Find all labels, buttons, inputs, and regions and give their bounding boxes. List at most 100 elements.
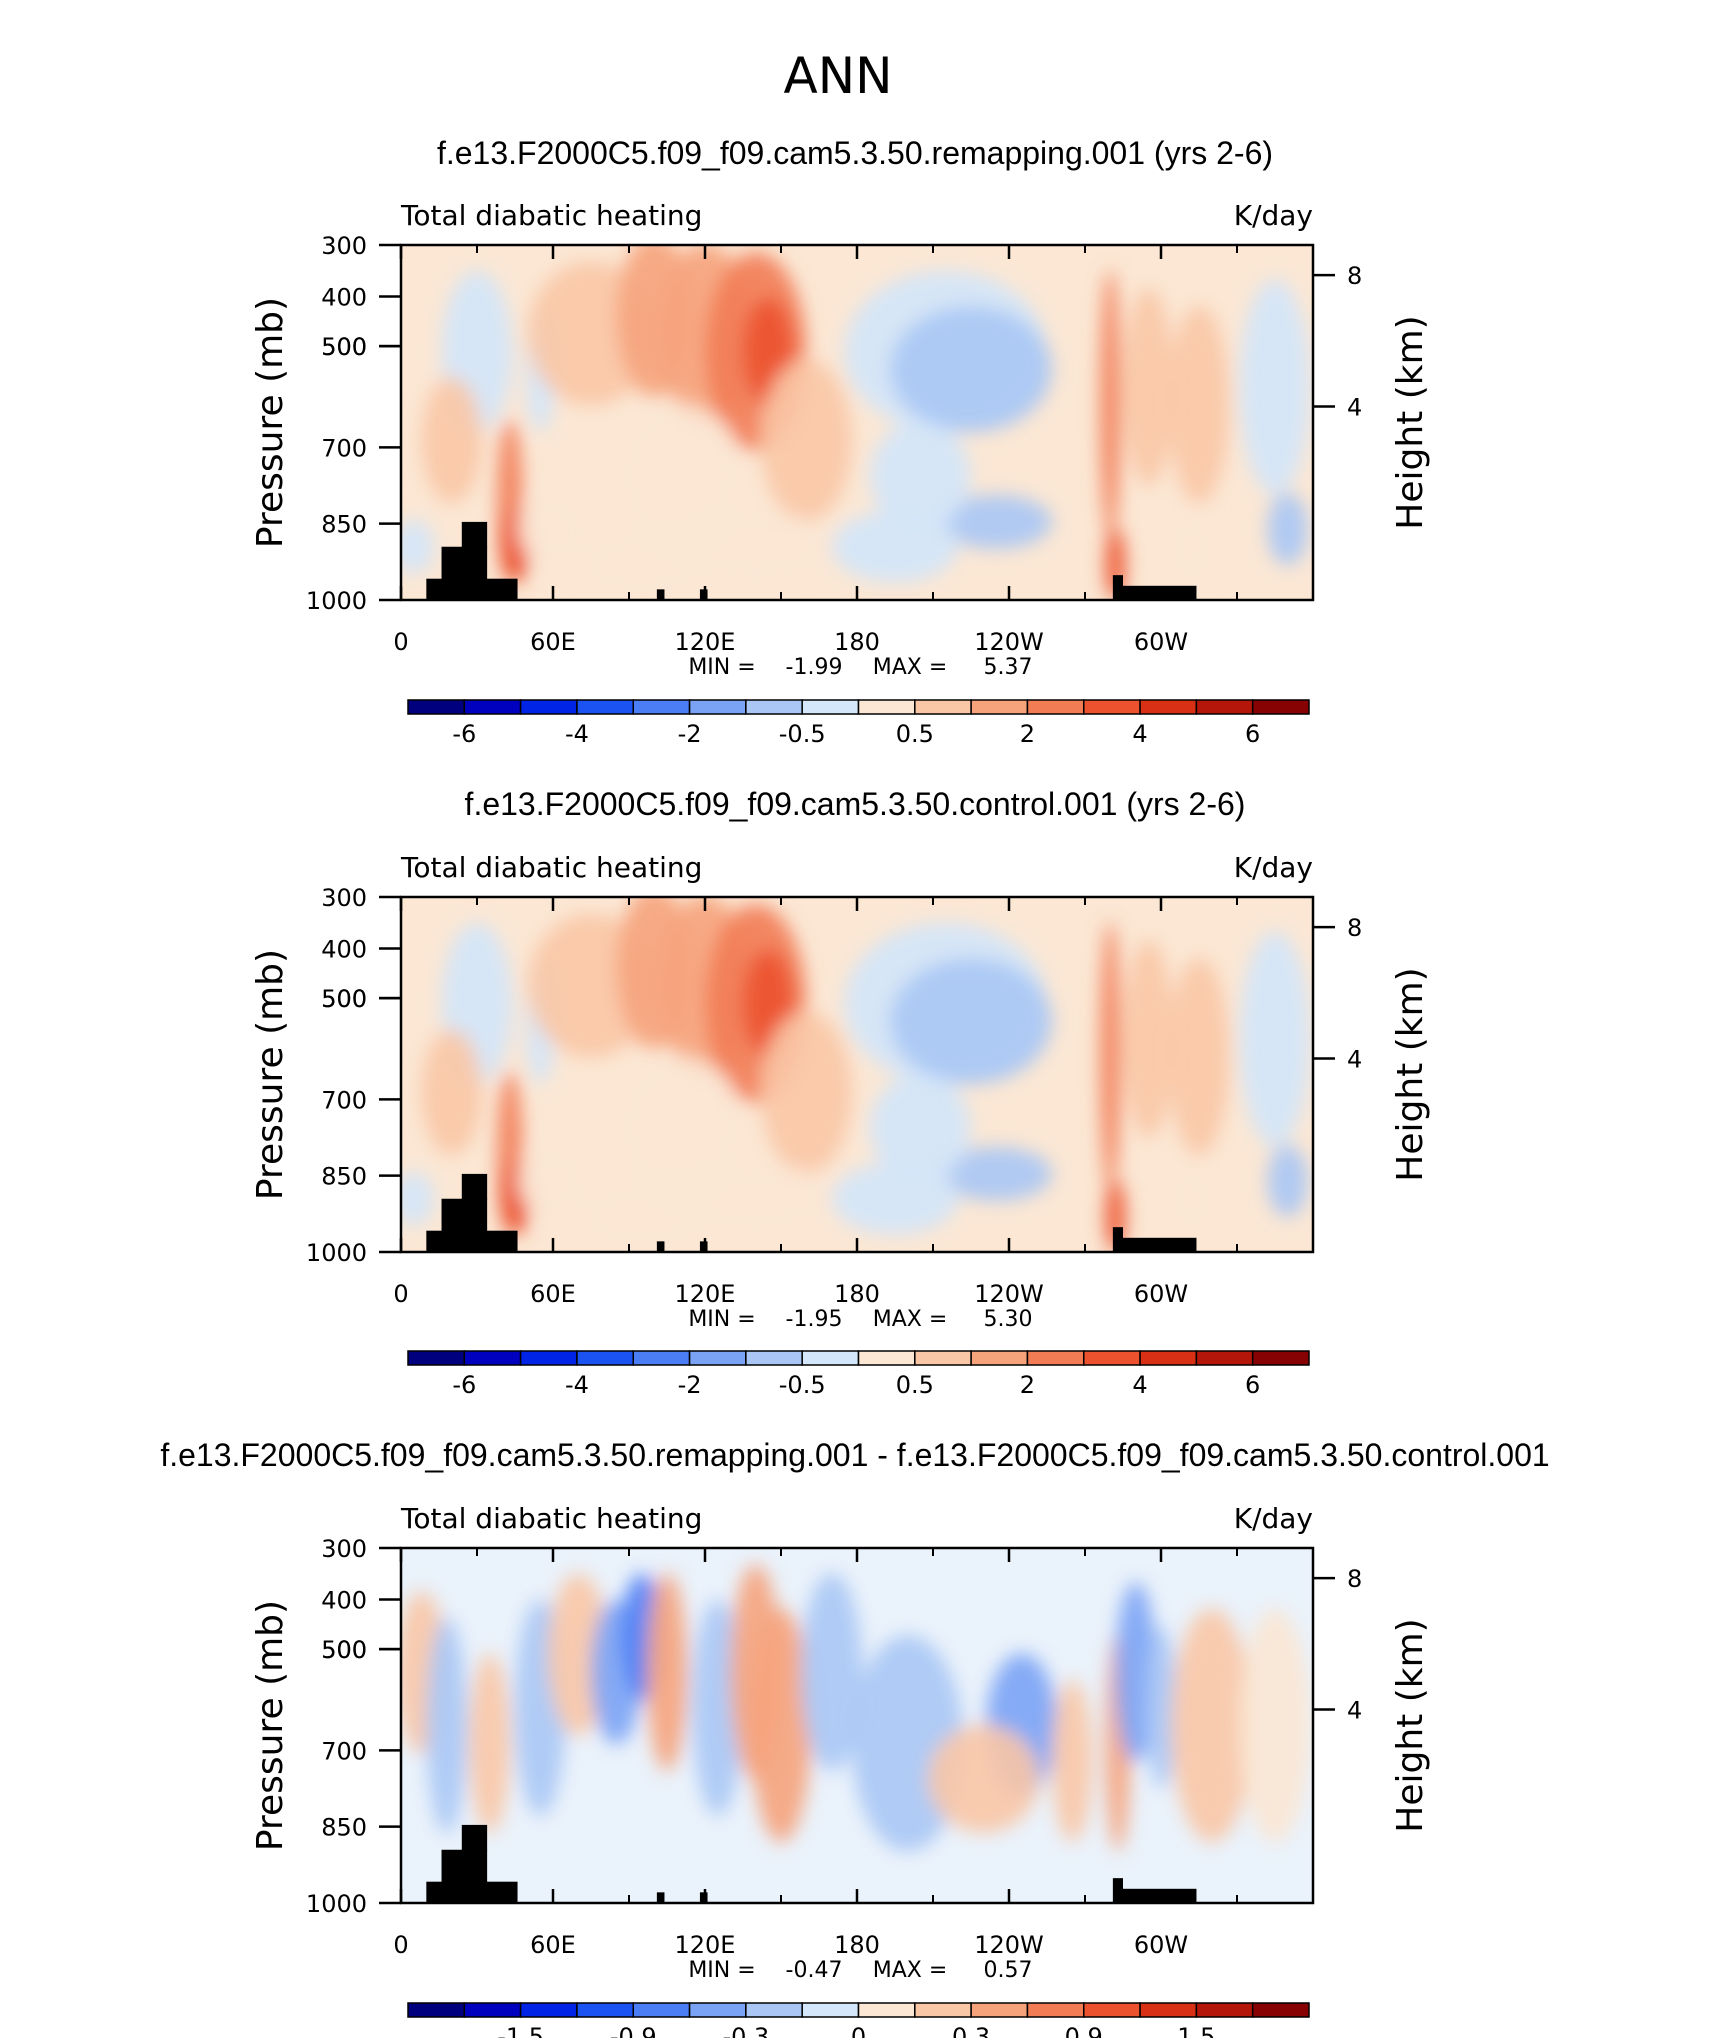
- x-tick-label: 120W: [974, 1280, 1044, 1308]
- colorbar-box: [1195, 699, 1254, 715]
- topography-mask: [426, 578, 518, 600]
- field-cell: [421, 1029, 483, 1156]
- colorbar: -6 -4 -2 -0.5 0.5 2 4 6: [407, 1350, 1310, 1399]
- x-tick-label: 120E: [675, 1280, 736, 1308]
- right-axis-title: Height (km): [1390, 967, 1431, 1181]
- field-cell: [1123, 940, 1174, 1138]
- max-value: 5.30: [984, 1307, 1033, 1332]
- colorbar-box: [463, 699, 522, 715]
- colorbar-box: [801, 2002, 860, 2018]
- topography-mask: [441, 1849, 488, 1883]
- colorbar-box: [1139, 2002, 1198, 2018]
- field-cell: [469, 1653, 510, 1834]
- field-cell: [1239, 1608, 1311, 1843]
- field-cell: [578, 528, 705, 600]
- colorbar-box: [745, 1350, 803, 1366]
- x-tick-label: 120W: [974, 1931, 1044, 1959]
- field-cell: [927, 1724, 1040, 1833]
- colorbar-label: -0.3: [722, 2023, 769, 2038]
- y-axis-title: Pressure (mb): [250, 949, 291, 1200]
- field-cell: [1239, 931, 1311, 1147]
- field-cell: [801, 1573, 863, 1772]
- colorbar-label: 0.9: [1065, 2023, 1103, 2038]
- field-cell: [760, 359, 852, 522]
- field-cell: [760, 1011, 852, 1174]
- max-value: 5.37: [984, 655, 1033, 680]
- colorbar-label: 6: [1245, 720, 1260, 748]
- field-cell: [426, 1617, 467, 1834]
- field-cell: [1166, 1162, 1217, 1235]
- field-cell: [616, 403, 744, 548]
- topography-mask: [1115, 585, 1197, 600]
- colorbar-box: [519, 1350, 578, 1366]
- y-axis-title: Pressure (mb): [250, 297, 291, 548]
- colorbar-box: [970, 699, 1029, 715]
- colorbar-box: [519, 699, 578, 715]
- y-tick-label: 1000: [306, 587, 367, 615]
- topography-mask: [656, 589, 665, 600]
- x-tick-label: 0: [393, 628, 408, 656]
- colorbar-label: 2: [1020, 720, 1035, 748]
- colorbar-box: [463, 1350, 522, 1366]
- right-y-tick-label: 8: [1347, 1565, 1362, 1593]
- colorbar-box: [688, 2002, 747, 2018]
- topography-mask: [426, 1230, 518, 1252]
- x-tick-label: 60E: [530, 628, 576, 656]
- colorbar-box: [801, 699, 860, 715]
- colorbar-box: [970, 1350, 1029, 1366]
- topography-mask: [461, 1824, 488, 1851]
- field-cell: [401, 519, 434, 574]
- min-label: MIN =: [688, 1307, 755, 1332]
- field-cell: [831, 1162, 959, 1235]
- field-cell: [692, 1599, 744, 1816]
- colorbar-label: 0: [851, 2023, 866, 2038]
- x-tick-label: 60W: [1134, 1931, 1188, 1959]
- field-cell: [869, 421, 971, 530]
- min-value: -0.47: [786, 1958, 843, 1983]
- colorbar-box: [688, 1350, 747, 1366]
- left-string: Total diabatic heating: [400, 851, 702, 884]
- max-label: MAX =: [873, 1958, 948, 1983]
- colorbar-box: [519, 2002, 578, 2018]
- topography-mask: [699, 1892, 708, 1903]
- colorbar-box: [632, 2002, 691, 2018]
- contour-field: [401, 1548, 1313, 1903]
- field-shading: [401, 897, 1311, 1252]
- colorbar-box: [914, 699, 972, 715]
- field-cell: [679, 510, 832, 583]
- field-cell: [646, 1573, 688, 1772]
- panel-title: f.e13.F2000C5.f09_f09.cam5.3.50.control.…: [465, 786, 1246, 822]
- topography-mask: [441, 546, 488, 580]
- field-cell: [940, 1146, 1053, 1201]
- min-value: -1.99: [786, 655, 843, 680]
- y-tick-label: 700: [321, 434, 367, 462]
- x-tick-label: 180: [834, 1280, 880, 1308]
- colorbar-box: [1139, 1350, 1198, 1366]
- colorbar-label: -0.9: [610, 2023, 657, 2038]
- right-string: K/day: [1234, 199, 1313, 232]
- field-cell: [1267, 1145, 1308, 1217]
- x-tick-label: 120E: [675, 1931, 736, 1959]
- y-tick-label: 300: [321, 232, 367, 260]
- colorbar-box: [970, 2002, 1029, 2018]
- topography-mask: [699, 1241, 708, 1252]
- colorbar-label: -0.5: [779, 1371, 826, 1399]
- panel-1: f.e13.F2000C5.f09_f09.cam5.3.50.remappin…: [250, 135, 1431, 748]
- colorbar-label: 1.5: [1177, 2023, 1215, 2038]
- colorbar-label: 4: [1132, 720, 1147, 748]
- topography-mask: [656, 1892, 665, 1903]
- colorbar-box: [1251, 699, 1310, 715]
- field-cell: [517, 1145, 589, 1217]
- field-cell: [401, 1171, 434, 1226]
- colorbar-label: -2: [678, 720, 702, 748]
- topography-mask: [1115, 1237, 1197, 1252]
- y-tick-label: 500: [321, 1636, 367, 1664]
- y-tick-label: 500: [321, 985, 367, 1013]
- colorbar-box: [745, 699, 803, 715]
- field-cell: [1145, 1626, 1177, 1789]
- colorbar-box: [745, 2002, 803, 2018]
- right-axis-title: Height (km): [1390, 1618, 1431, 1832]
- colorbar-label: -6: [452, 720, 476, 748]
- field-shading: [401, 1564, 1311, 1852]
